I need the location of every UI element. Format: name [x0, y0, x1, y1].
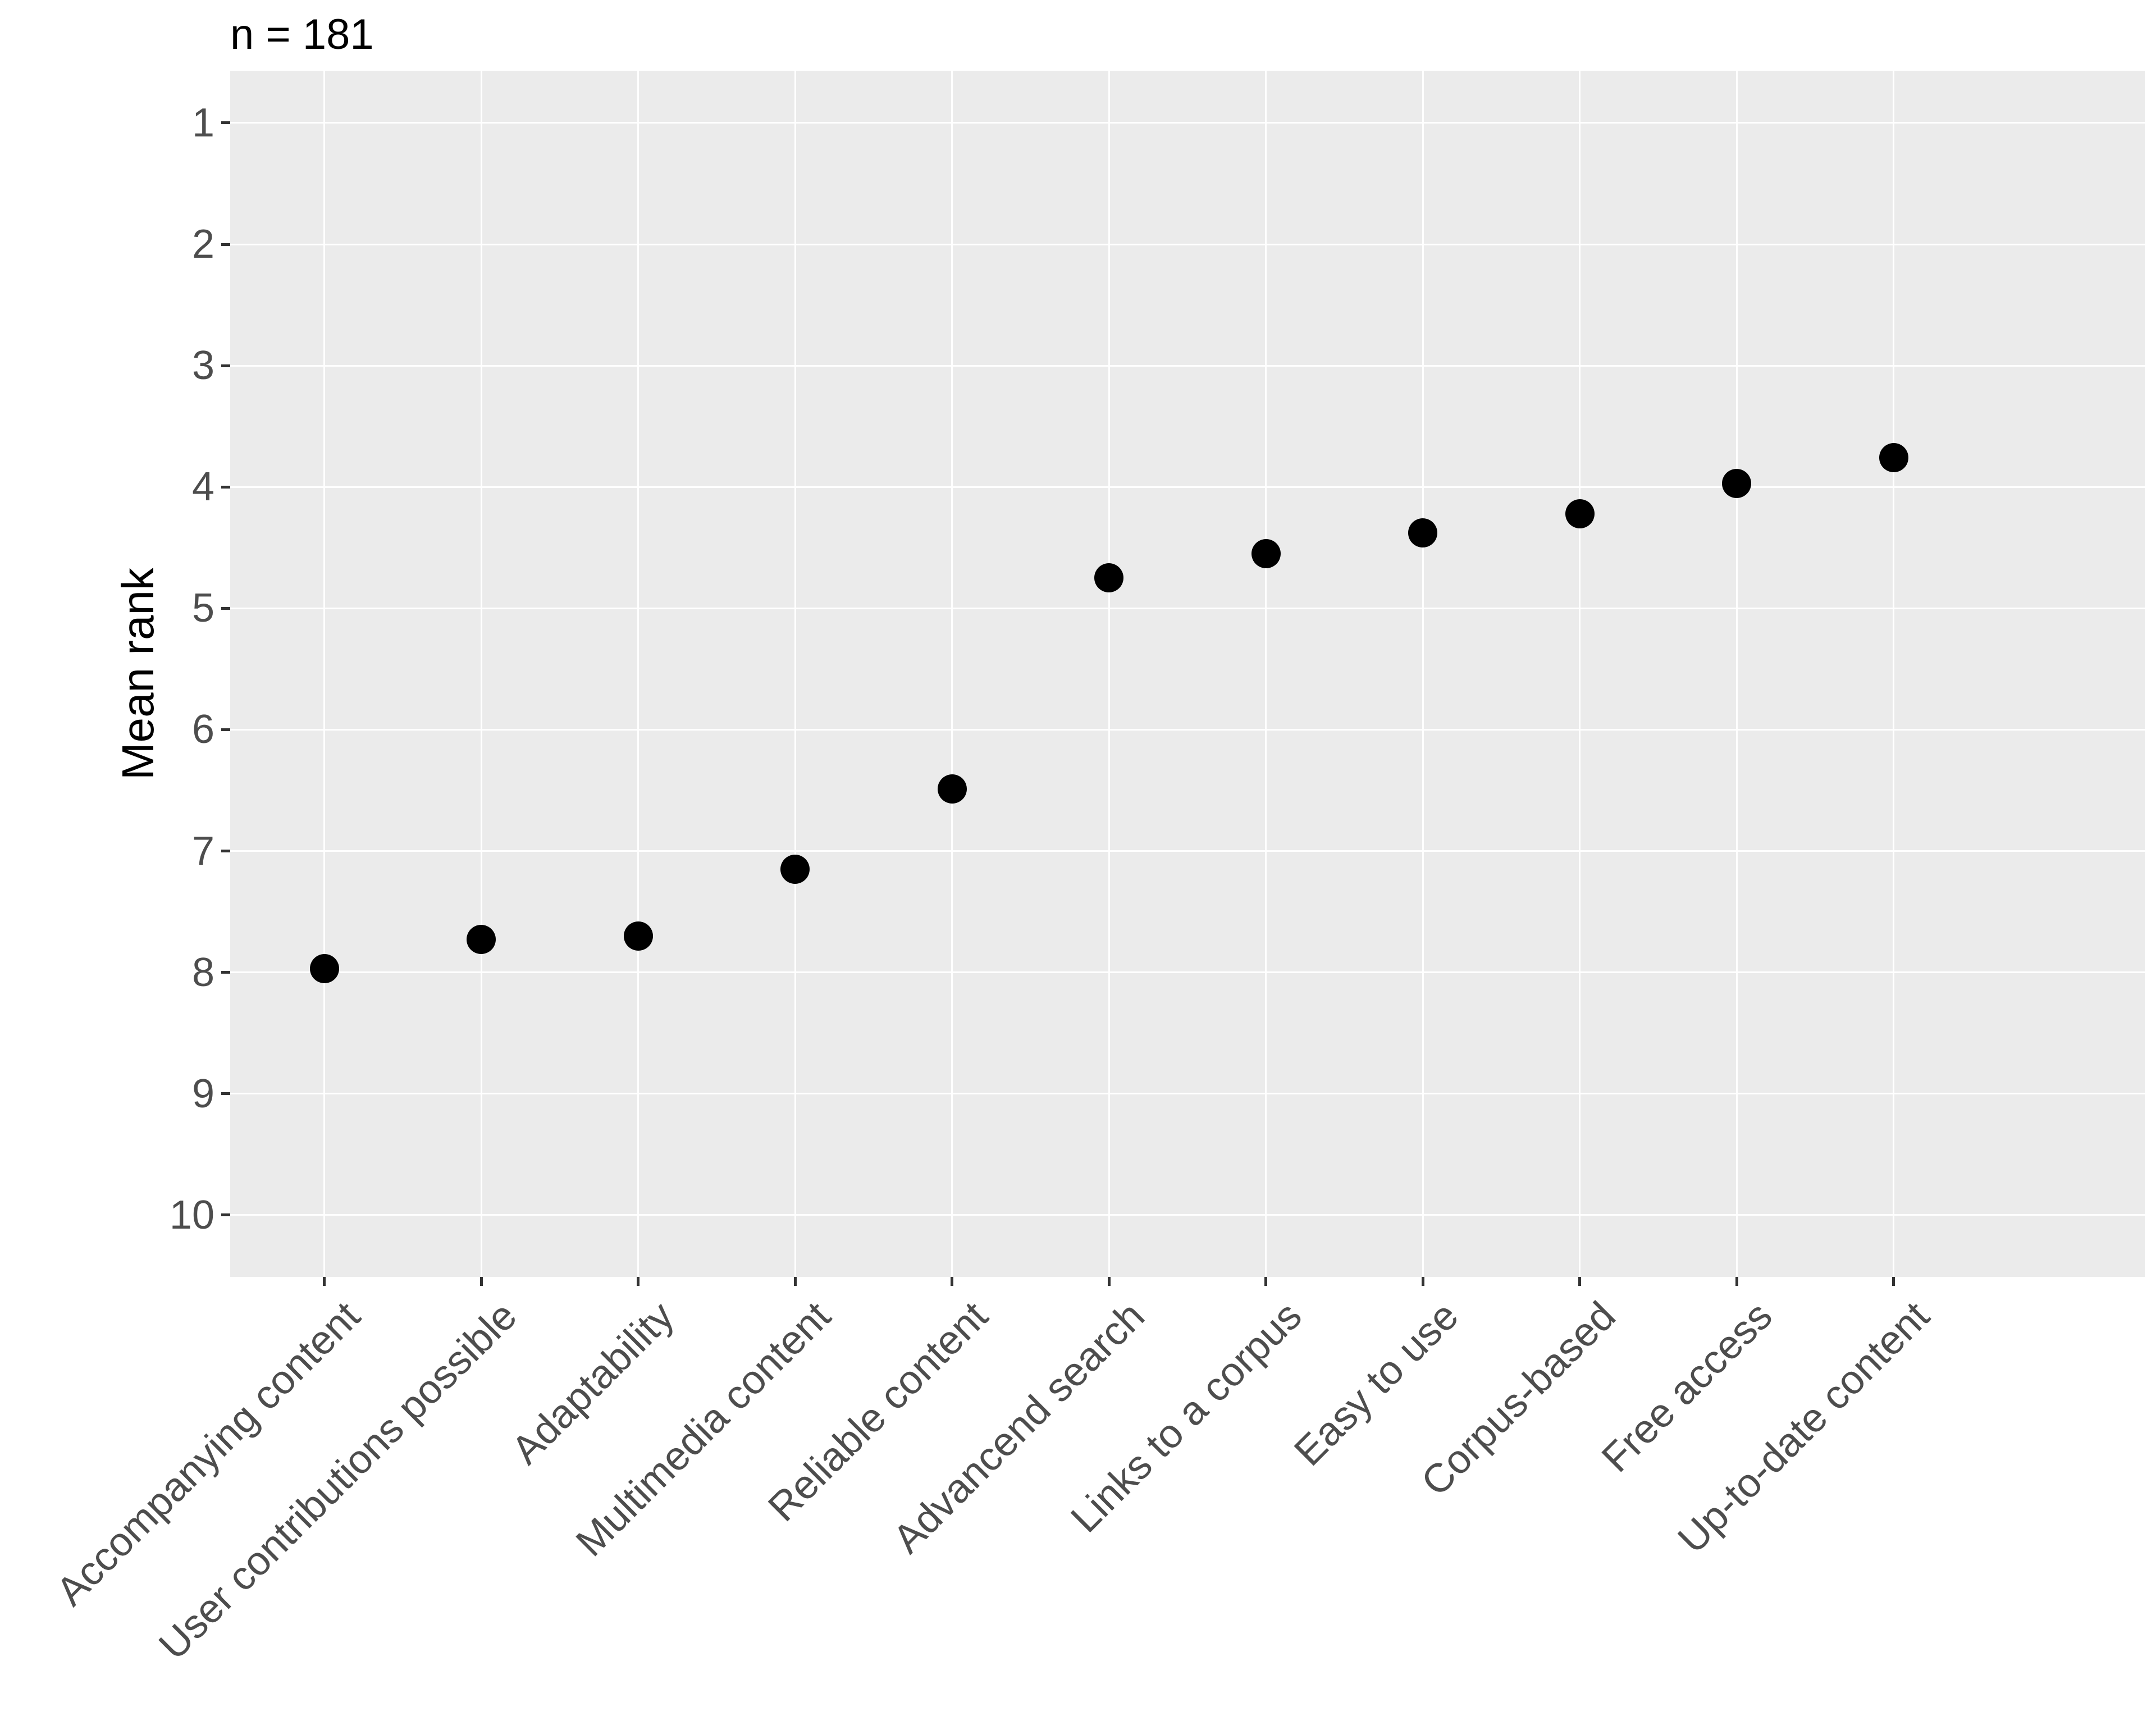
x-gridline — [1735, 71, 1738, 1277]
y-tick-mark — [221, 243, 230, 246]
chart-panel — [230, 71, 2145, 1277]
y-tick-mark — [221, 485, 230, 489]
y-tick-label: 1 — [191, 100, 214, 145]
y-gridline — [230, 971, 2145, 974]
x-gridline — [637, 71, 640, 1277]
y-tick-label: 5 — [191, 586, 214, 631]
y-tick-label: 2 — [191, 222, 214, 267]
x-tick-mark — [1107, 1277, 1111, 1286]
y-tick-mark — [221, 606, 230, 610]
y-tick-mark — [221, 364, 230, 367]
y-gridline — [230, 1093, 2145, 1095]
data-point — [1408, 518, 1438, 548]
x-gridline — [1579, 71, 1581, 1277]
y-tick-mark — [221, 121, 230, 125]
y-gridline — [230, 364, 2145, 367]
data-point — [780, 854, 810, 884]
y-gridline — [230, 486, 2145, 488]
data-point — [623, 921, 653, 951]
y-tick-label: 9 — [191, 1071, 214, 1116]
y-tick-label: 3 — [191, 343, 214, 389]
data-point — [1879, 443, 1908, 473]
x-tick-mark — [1892, 1277, 1895, 1286]
y-tick-mark — [221, 971, 230, 974]
x-gridline — [1108, 71, 1110, 1277]
x-tick-mark — [1264, 1277, 1268, 1286]
y-gridline — [230, 1214, 2145, 1216]
x-gridline — [1422, 71, 1424, 1277]
data-point — [309, 954, 339, 984]
x-tick-mark — [951, 1277, 954, 1286]
y-gridline — [230, 243, 2145, 245]
plot-title: n = 181 — [230, 11, 374, 58]
data-point — [1251, 539, 1281, 569]
y-gridline — [230, 728, 2145, 731]
x-tick-mark — [1421, 1277, 1424, 1286]
x-tick-mark — [1578, 1277, 1582, 1286]
data-point — [1722, 468, 1752, 498]
x-gridline — [1893, 71, 1895, 1277]
data-point — [467, 925, 496, 955]
x-tick-mark — [793, 1277, 797, 1286]
y-tick-label: 6 — [191, 707, 214, 752]
x-tick-mark — [323, 1277, 326, 1286]
x-tick-label: Adaptability — [503, 1293, 683, 1473]
data-point — [1094, 563, 1124, 593]
x-gridline — [323, 71, 326, 1277]
x-tick-mark — [1735, 1277, 1738, 1286]
y-tick-label: 4 — [191, 464, 214, 510]
y-gridline — [230, 607, 2145, 609]
data-point — [937, 774, 967, 804]
data-point — [1565, 499, 1595, 528]
y-tick-label: 8 — [191, 950, 214, 995]
y-tick-label: 10 — [169, 1192, 214, 1238]
y-tick-label: 7 — [191, 828, 214, 874]
y-tick-mark — [221, 728, 230, 731]
y-tick-mark — [221, 1213, 230, 1217]
x-gridline — [480, 71, 482, 1277]
x-tick-mark — [479, 1277, 483, 1286]
x-tick-label: Accompanying content — [47, 1293, 369, 1614]
y-gridline — [230, 850, 2145, 852]
x-tick-mark — [637, 1277, 640, 1286]
x-gridline — [951, 71, 953, 1277]
x-gridline — [794, 71, 796, 1277]
x-gridline — [1265, 71, 1267, 1277]
y-tick-mark — [221, 1092, 230, 1096]
y-tick-mark — [221, 850, 230, 852]
y-gridline — [230, 122, 2145, 124]
